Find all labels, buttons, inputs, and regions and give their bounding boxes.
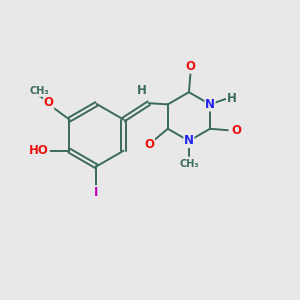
Text: N: N (205, 98, 215, 111)
Text: H: H (227, 92, 237, 105)
Text: O: O (44, 96, 54, 110)
Text: CH₃: CH₃ (30, 86, 50, 96)
Text: N: N (184, 134, 194, 147)
Text: O: O (144, 138, 154, 151)
Text: I: I (94, 186, 99, 199)
Text: CH₃: CH₃ (179, 159, 199, 169)
Text: H: H (137, 84, 147, 97)
Text: HO: HO (29, 144, 49, 157)
Text: O: O (185, 59, 195, 73)
Text: O: O (231, 124, 241, 137)
